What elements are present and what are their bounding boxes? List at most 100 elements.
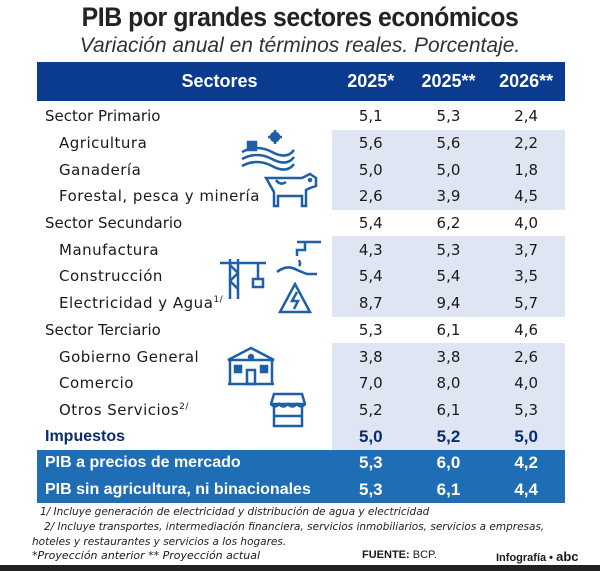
row-label-text: Electricidad y Agua bbox=[59, 294, 214, 313]
row-label-text: Comercio bbox=[59, 374, 134, 393]
credit-label: Infografía • bbox=[496, 552, 554, 564]
row-label-text: PIB sin agricultura, ni binacionales bbox=[45, 480, 311, 498]
row-label: Sector Primario bbox=[37, 107, 332, 125]
row-label: Gobierno General bbox=[37, 348, 332, 366]
cell-value: 5,3 bbox=[514, 400, 539, 419]
table-row: Construcción 5,4 5,4 3,5 bbox=[37, 263, 565, 290]
cell-value: 5,3 bbox=[358, 479, 383, 499]
cell-value: 5,7 bbox=[514, 294, 539, 313]
table-row: Agricultura 5,6 5,6 2,2 bbox=[37, 129, 565, 157]
cell-value: 1,8 bbox=[514, 160, 539, 179]
table-row: Gobierno General 3,8 3,8 2,6 bbox=[37, 343, 565, 370]
row-label-text: Forestal, pesca y minería bbox=[59, 187, 260, 206]
cell-value: 5,4 bbox=[436, 267, 461, 286]
cell-value: 5,4 bbox=[358, 267, 383, 286]
row-label: Forestal, pesca y minería bbox=[37, 187, 332, 205]
cell-value: 3,8 bbox=[358, 347, 383, 366]
cell-value: 6,1 bbox=[436, 320, 461, 339]
table-row: Impuestos 5,0 5,2 5,0 bbox=[37, 423, 565, 450]
row-label-text: Otros Servicios bbox=[59, 400, 180, 419]
footnote-ref: 1/ bbox=[213, 295, 224, 306]
cell-value: 3,5 bbox=[514, 267, 539, 286]
cell-value: 6,2 bbox=[436, 214, 461, 233]
cell-value: 5,0 bbox=[358, 426, 383, 446]
cell-value: 3,9 bbox=[436, 187, 461, 206]
row-label-text: Sector Primario bbox=[45, 107, 161, 126]
table-row: Ganadería 5,0 5,0 1,8 bbox=[37, 156, 565, 184]
cell-value: 4,6 bbox=[514, 320, 539, 339]
row-label: Otros Servicios2/ bbox=[37, 401, 332, 419]
market-stall-icon bbox=[270, 392, 306, 428]
cell-value: 7,0 bbox=[358, 374, 383, 393]
cell-value: 5,0 bbox=[436, 160, 461, 179]
gdp-table: Sectores 2025* 2025** 2026** Sector Prim… bbox=[37, 62, 565, 504]
table-row: Sector Secundario 5,4 6,2 4,0 bbox=[37, 210, 565, 237]
footnote-2: 2/ Incluye transportes, intermediación f… bbox=[44, 521, 545, 533]
cell-value: 4,4 bbox=[514, 479, 538, 499]
cell-value: 5,2 bbox=[358, 400, 383, 419]
column-header: Sectores bbox=[181, 71, 258, 91]
row-label: Sector Terciario bbox=[37, 321, 332, 339]
footnote-2-cont: hoteles y restaurantes y servicios a los… bbox=[32, 536, 287, 548]
row-label: Electricidad y Agua1/ bbox=[37, 294, 332, 312]
row-label-text: PIB a precios de mercado bbox=[45, 454, 241, 472]
cell-value: 4,0 bbox=[514, 214, 539, 233]
row-label-text: Ganadería bbox=[59, 160, 142, 179]
page-title: PIB por grandes sectores económicos bbox=[81, 2, 519, 32]
cell-value: 8,0 bbox=[436, 374, 461, 393]
table-row: PIB sin agricultura, ni binacionales 5,3 6… bbox=[37, 476, 565, 504]
cow-icon bbox=[263, 172, 318, 208]
footnote-1: 1/ Incluye generación de electricidad y … bbox=[40, 506, 430, 518]
cell-value: 2,4 bbox=[514, 107, 539, 126]
row-label-text: Construcción bbox=[59, 267, 163, 286]
cell-value: 4,2 bbox=[514, 453, 538, 473]
row-label: Sector Secundario bbox=[37, 214, 332, 232]
footnotes: 1/ Incluye generación de electricidad y … bbox=[32, 505, 545, 550]
cell-value: 5,3 bbox=[358, 453, 383, 473]
row-label: Comercio bbox=[37, 374, 332, 392]
cell-value: 6,0 bbox=[436, 453, 461, 473]
cell-value: 5,0 bbox=[358, 160, 383, 179]
cell-value: 4,3 bbox=[358, 240, 383, 259]
source-label: FUENTE: bbox=[362, 549, 410, 561]
projection-legend: *Proyección anterior ** Proyección actua… bbox=[32, 549, 261, 562]
cell-value: 4,5 bbox=[514, 187, 539, 206]
row-label: Ganadería bbox=[37, 161, 332, 179]
row-label-text: Manufactura bbox=[59, 240, 160, 259]
source: FUENTE: BCP. bbox=[362, 549, 437, 561]
row-label: Manufactura bbox=[37, 241, 332, 259]
water-tap-icon bbox=[276, 240, 321, 276]
cell-value: 2,6 bbox=[514, 347, 539, 366]
table-row: Comercio 7,0 8,0 4,0 bbox=[37, 369, 565, 397]
cell-value: 4,0 bbox=[514, 374, 539, 393]
cell-value: 5,2 bbox=[436, 426, 461, 446]
source-value: BCP. bbox=[412, 549, 437, 561]
crane-icon bbox=[220, 259, 266, 299]
table-row: PIB a precios de mercado 5,3 6,0 4,2 bbox=[37, 449, 565, 477]
row-label: PIB sin agricultura, ni binacionales bbox=[37, 481, 332, 499]
cell-value: 5,3 bbox=[436, 107, 461, 126]
government-building-icon bbox=[227, 346, 275, 386]
cell-value: 3,8 bbox=[436, 347, 461, 366]
cell-value: 6,1 bbox=[436, 479, 461, 499]
row-label: PIB a precios de mercado bbox=[37, 454, 332, 472]
cell-value: 9,4 bbox=[436, 294, 461, 313]
row-label-text: Sector Secundario bbox=[45, 214, 183, 233]
cell-value: 5,6 bbox=[436, 134, 461, 153]
cell-value: 5,6 bbox=[358, 134, 383, 153]
table-row: Sector Primario 5,1 5,3 2,4 bbox=[37, 103, 565, 130]
table-header: Sectores 2025* 2025** 2026** bbox=[37, 62, 565, 101]
cell-value: 5,4 bbox=[358, 214, 383, 233]
cell-value: 5,3 bbox=[358, 320, 383, 339]
cell-value: 5,0 bbox=[514, 426, 538, 446]
cell-value: 2,2 bbox=[514, 134, 539, 153]
column-header: 2025* bbox=[347, 71, 395, 91]
footnote-ref: 2/ bbox=[179, 401, 189, 412]
row-label-text: Agricultura bbox=[59, 134, 148, 153]
abc-logo: abc bbox=[556, 549, 579, 564]
row-label-text: Sector Terciario bbox=[45, 320, 161, 339]
farm-icon bbox=[241, 130, 295, 171]
cell-value: 6,1 bbox=[436, 400, 461, 419]
column-header: 2026** bbox=[499, 71, 554, 91]
row-label: Agricultura bbox=[37, 134, 332, 152]
